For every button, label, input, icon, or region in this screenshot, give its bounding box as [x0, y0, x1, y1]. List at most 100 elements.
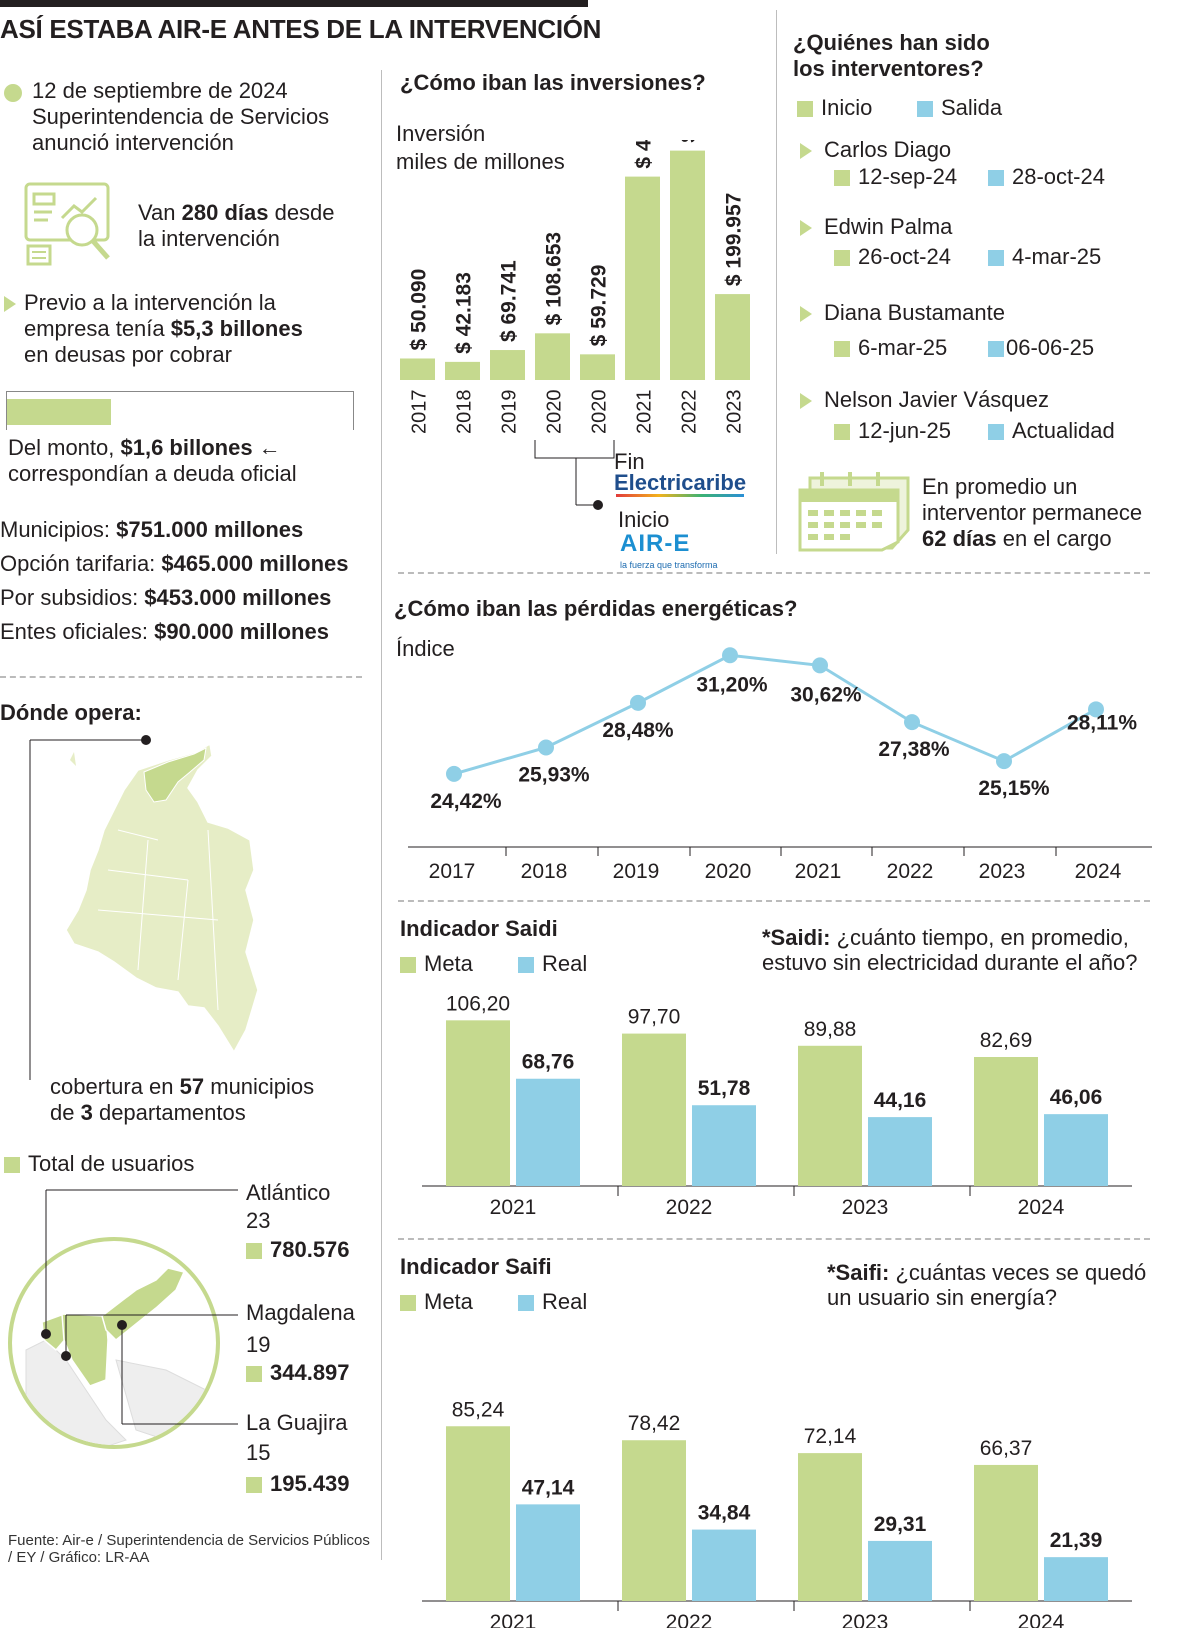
real-bar: [1044, 1114, 1108, 1186]
loss-point: [630, 694, 646, 711]
dept-name: Magdalena: [246, 1300, 355, 1325]
losses-chart: 24,42% 25,93% 28,48% 31,20% 30,62% 27,38% 25,1…: [408, 647, 1152, 883]
real-bar: [868, 1117, 932, 1186]
loss-year-tick: 2021: [795, 860, 842, 883]
loss-value-label: 25,15%: [978, 777, 1050, 800]
column-divider: [776, 10, 777, 554]
year-tick: 2022: [666, 1196, 713, 1219]
saifi-chart: 85,24 47,14 2021 78,42 34,84 2022 72,14 29,31 20…: [422, 1398, 1132, 1628]
legend-start: Inicio: [797, 95, 872, 121]
investments-chart: $ 50.090 $ 42.183 $ 69.741 $ 108.653 $ 59.72…: [400, 140, 750, 510]
interventors-title-1: ¿Quiénes han sido: [793, 30, 990, 55]
dept-users: 195.439: [246, 1471, 350, 1497]
intro-desc-2: anunció intervención: [32, 130, 234, 155]
loss-year-tick: 2024: [1075, 860, 1122, 883]
coverage-line1: cobertura en 57 municipios: [50, 1074, 315, 1099]
real-value-label: 29,31: [874, 1513, 927, 1536]
real-value-label: 47,14: [522, 1476, 575, 1499]
interventor-start: 26-oct-24: [834, 244, 951, 270]
region-map: [8, 1190, 220, 1449]
interventor-name: Carlos Diago: [800, 137, 951, 163]
footer-credit: / EY / Gráfico: LR-AA: [8, 1549, 150, 1566]
investment-bar: [580, 354, 615, 380]
interventors-title-2: los interventores?: [793, 56, 984, 81]
official-debt-fill: [7, 399, 112, 425]
meta-value-label: 89,88: [804, 1018, 857, 1041]
interventor-end: 06-06-25: [988, 335, 1094, 361]
electricaribe-logo: Electricaribe: [614, 470, 747, 495]
year-tick: 2024: [1018, 1611, 1065, 1628]
users-legend: Total de usuarios: [4, 1151, 194, 1177]
debt-row: Opción tarifaria: $465.000 millones: [0, 551, 349, 576]
losses-line: [453, 653, 1097, 776]
official-debt: Del monto, $1,6 billones ←: [8, 435, 281, 460]
meta-value-label: 82,69: [980, 1029, 1033, 1052]
loss-point: [1088, 701, 1104, 718]
dept-municipalities: 19: [246, 1332, 271, 1357]
colombia-map: [29, 735, 259, 1080]
electricaribe-underline: [616, 494, 744, 497]
meta-value-label: 66,37: [980, 1437, 1033, 1460]
losses-unit: Índice: [396, 636, 455, 661]
saidi-legend-real: Real: [518, 951, 587, 977]
interventor-start: 6-mar-25: [834, 335, 947, 361]
saifi-legend-meta: Meta: [400, 1289, 473, 1315]
loss-point: [722, 647, 738, 664]
debt-line1: Previo a la intervención la: [24, 290, 276, 315]
interventor-end: Actualidad: [988, 418, 1115, 444]
real-bar: [868, 1540, 932, 1601]
saidi-title: Indicador Saidi: [400, 916, 558, 941]
saidi-chart: 106,20 68,76 2021 97,70 51,78 2022 89,88 44,16 2…: [422, 992, 1132, 1219]
loss-value-label: 28,11%: [1067, 711, 1137, 734]
bullet-arrow: [4, 296, 16, 312]
year-tick: 2023: [842, 1611, 889, 1628]
dept-users: 780.576: [246, 1237, 350, 1263]
investment-value-label: $ 69.741: [498, 260, 521, 342]
meta-bar: [446, 1020, 510, 1186]
loss-point: [812, 657, 828, 674]
title-bar: [0, 0, 588, 7]
analytics-icon: [24, 182, 110, 266]
real-bar: [516, 1078, 580, 1186]
real-bar: [692, 1105, 756, 1186]
meta-bar: [446, 1426, 510, 1601]
real-value-label: 68,76: [522, 1051, 575, 1074]
real-value-label: 46,06: [1050, 1086, 1103, 1109]
year-tick: 2022: [666, 1611, 713, 1628]
meta-bar: [622, 1440, 686, 1601]
saidi-note-1: *Saidi: ¿cuánto tiempo, en promedio,: [762, 925, 1129, 950]
loss-value-label: 28,48%: [602, 719, 674, 742]
operates-title: Dónde opera:: [0, 700, 142, 725]
saidi-legend-meta: Meta: [400, 951, 473, 977]
debt-line3: en deusas por cobrar: [24, 342, 232, 367]
official-debt-2: correspondían a deuda oficial: [8, 461, 297, 486]
total-debt-bar: [6, 391, 354, 430]
loss-year-tick: 2020: [705, 860, 752, 883]
divider: [398, 900, 1150, 902]
saifi-title: Indicador Saifi: [400, 1254, 552, 1279]
meta-bar: [974, 1057, 1038, 1186]
loss-value-label: 25,93%: [518, 763, 590, 786]
real-value-label: 21,39: [1050, 1529, 1103, 1552]
loss-point: [538, 739, 554, 756]
loss-year-tick: 2022: [887, 860, 934, 883]
loss-point: [446, 765, 462, 782]
investment-value-label: $ 42.183: [453, 272, 476, 354]
loss-point: [904, 714, 920, 731]
meta-value-label: 78,42: [628, 1412, 681, 1435]
meta-value-label: 72,14: [804, 1425, 857, 1448]
intro-desc-1: Superintendencia de Servicios: [32, 104, 330, 129]
loss-value-label: 24,42%: [430, 790, 502, 813]
aire-tagline: la fuerza que transforma: [620, 560, 718, 570]
saidi-note-2: estuvo sin electricidad durante el año?: [762, 950, 1138, 975]
loss-year-tick: 2023: [979, 860, 1026, 883]
year-tick: 2023: [842, 1196, 889, 1219]
investment-year-tick: 2019: [499, 390, 521, 435]
loss-year-tick: 2018: [521, 860, 568, 883]
meta-bar: [974, 1464, 1038, 1601]
intro-date: 12 de septiembre de 2024: [32, 78, 288, 103]
dept-users: 344.897: [246, 1360, 350, 1386]
real-bar: [1044, 1557, 1108, 1601]
investment-year-tick: 2020: [589, 390, 611, 435]
avg-line3: 62 días en el cargo: [922, 526, 1112, 551]
